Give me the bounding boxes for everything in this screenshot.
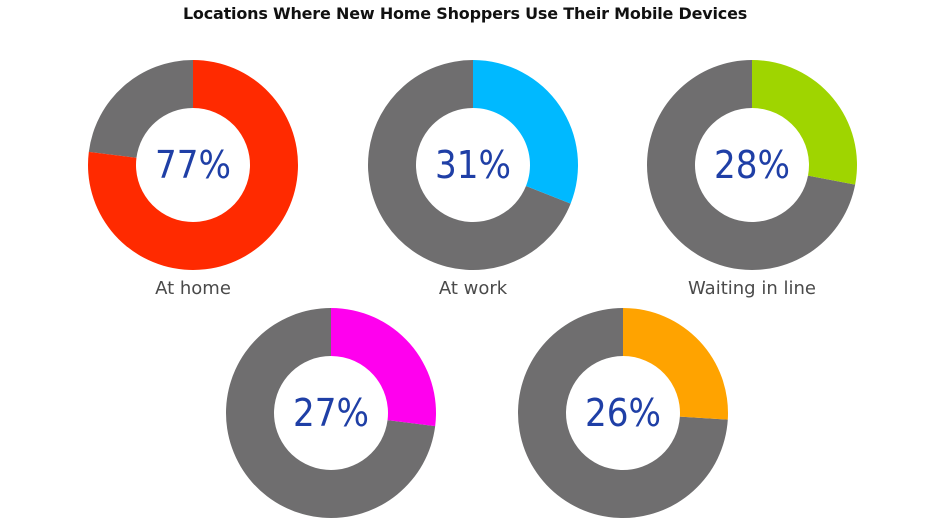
donut-svg: 28% Waiting in line xyxy=(647,60,857,299)
donut-svg: 27% xyxy=(226,308,436,518)
donut-remainder-slice xyxy=(647,60,856,271)
donut-value-slice xyxy=(88,60,299,270)
donut-value-slice xyxy=(473,60,578,204)
donut-category-label: At work xyxy=(439,278,508,299)
donut-chart-26: 26% xyxy=(518,308,728,518)
donut-percentage-label: 27% xyxy=(293,391,369,435)
donut-chart-waiting-in-line: 28% Waiting in line xyxy=(647,60,857,299)
donut-remainder-slice xyxy=(518,308,728,518)
donut-percentage-label: 31% xyxy=(435,143,511,187)
donut-chart-at-home: 77% At home xyxy=(88,60,299,299)
donut-chart-27: 27% xyxy=(226,308,436,518)
donut-svg: 26% xyxy=(518,308,728,518)
donut-percentage-label: 26% xyxy=(585,391,661,435)
donut-value-slice xyxy=(331,308,436,427)
donut-remainder-slice xyxy=(226,308,436,518)
donut-percentage-label: 28% xyxy=(714,143,790,187)
donut-category-label: Waiting in line xyxy=(688,278,816,299)
donut-remainder-slice xyxy=(88,60,193,158)
chart-title: Locations Where New Home Shoppers Use Th… xyxy=(182,4,748,23)
donut-remainder-slice xyxy=(368,60,571,270)
donut-svg: 77% At home xyxy=(88,60,299,299)
donut-percentage-label: 77% xyxy=(155,143,231,187)
donut-chart-at-work: 31% At work xyxy=(368,60,578,299)
donut-value-slice xyxy=(623,308,728,420)
donut-value-slice xyxy=(752,60,857,185)
donut-category-label: At home xyxy=(155,278,231,299)
donut-svg: 31% At work xyxy=(368,60,578,299)
